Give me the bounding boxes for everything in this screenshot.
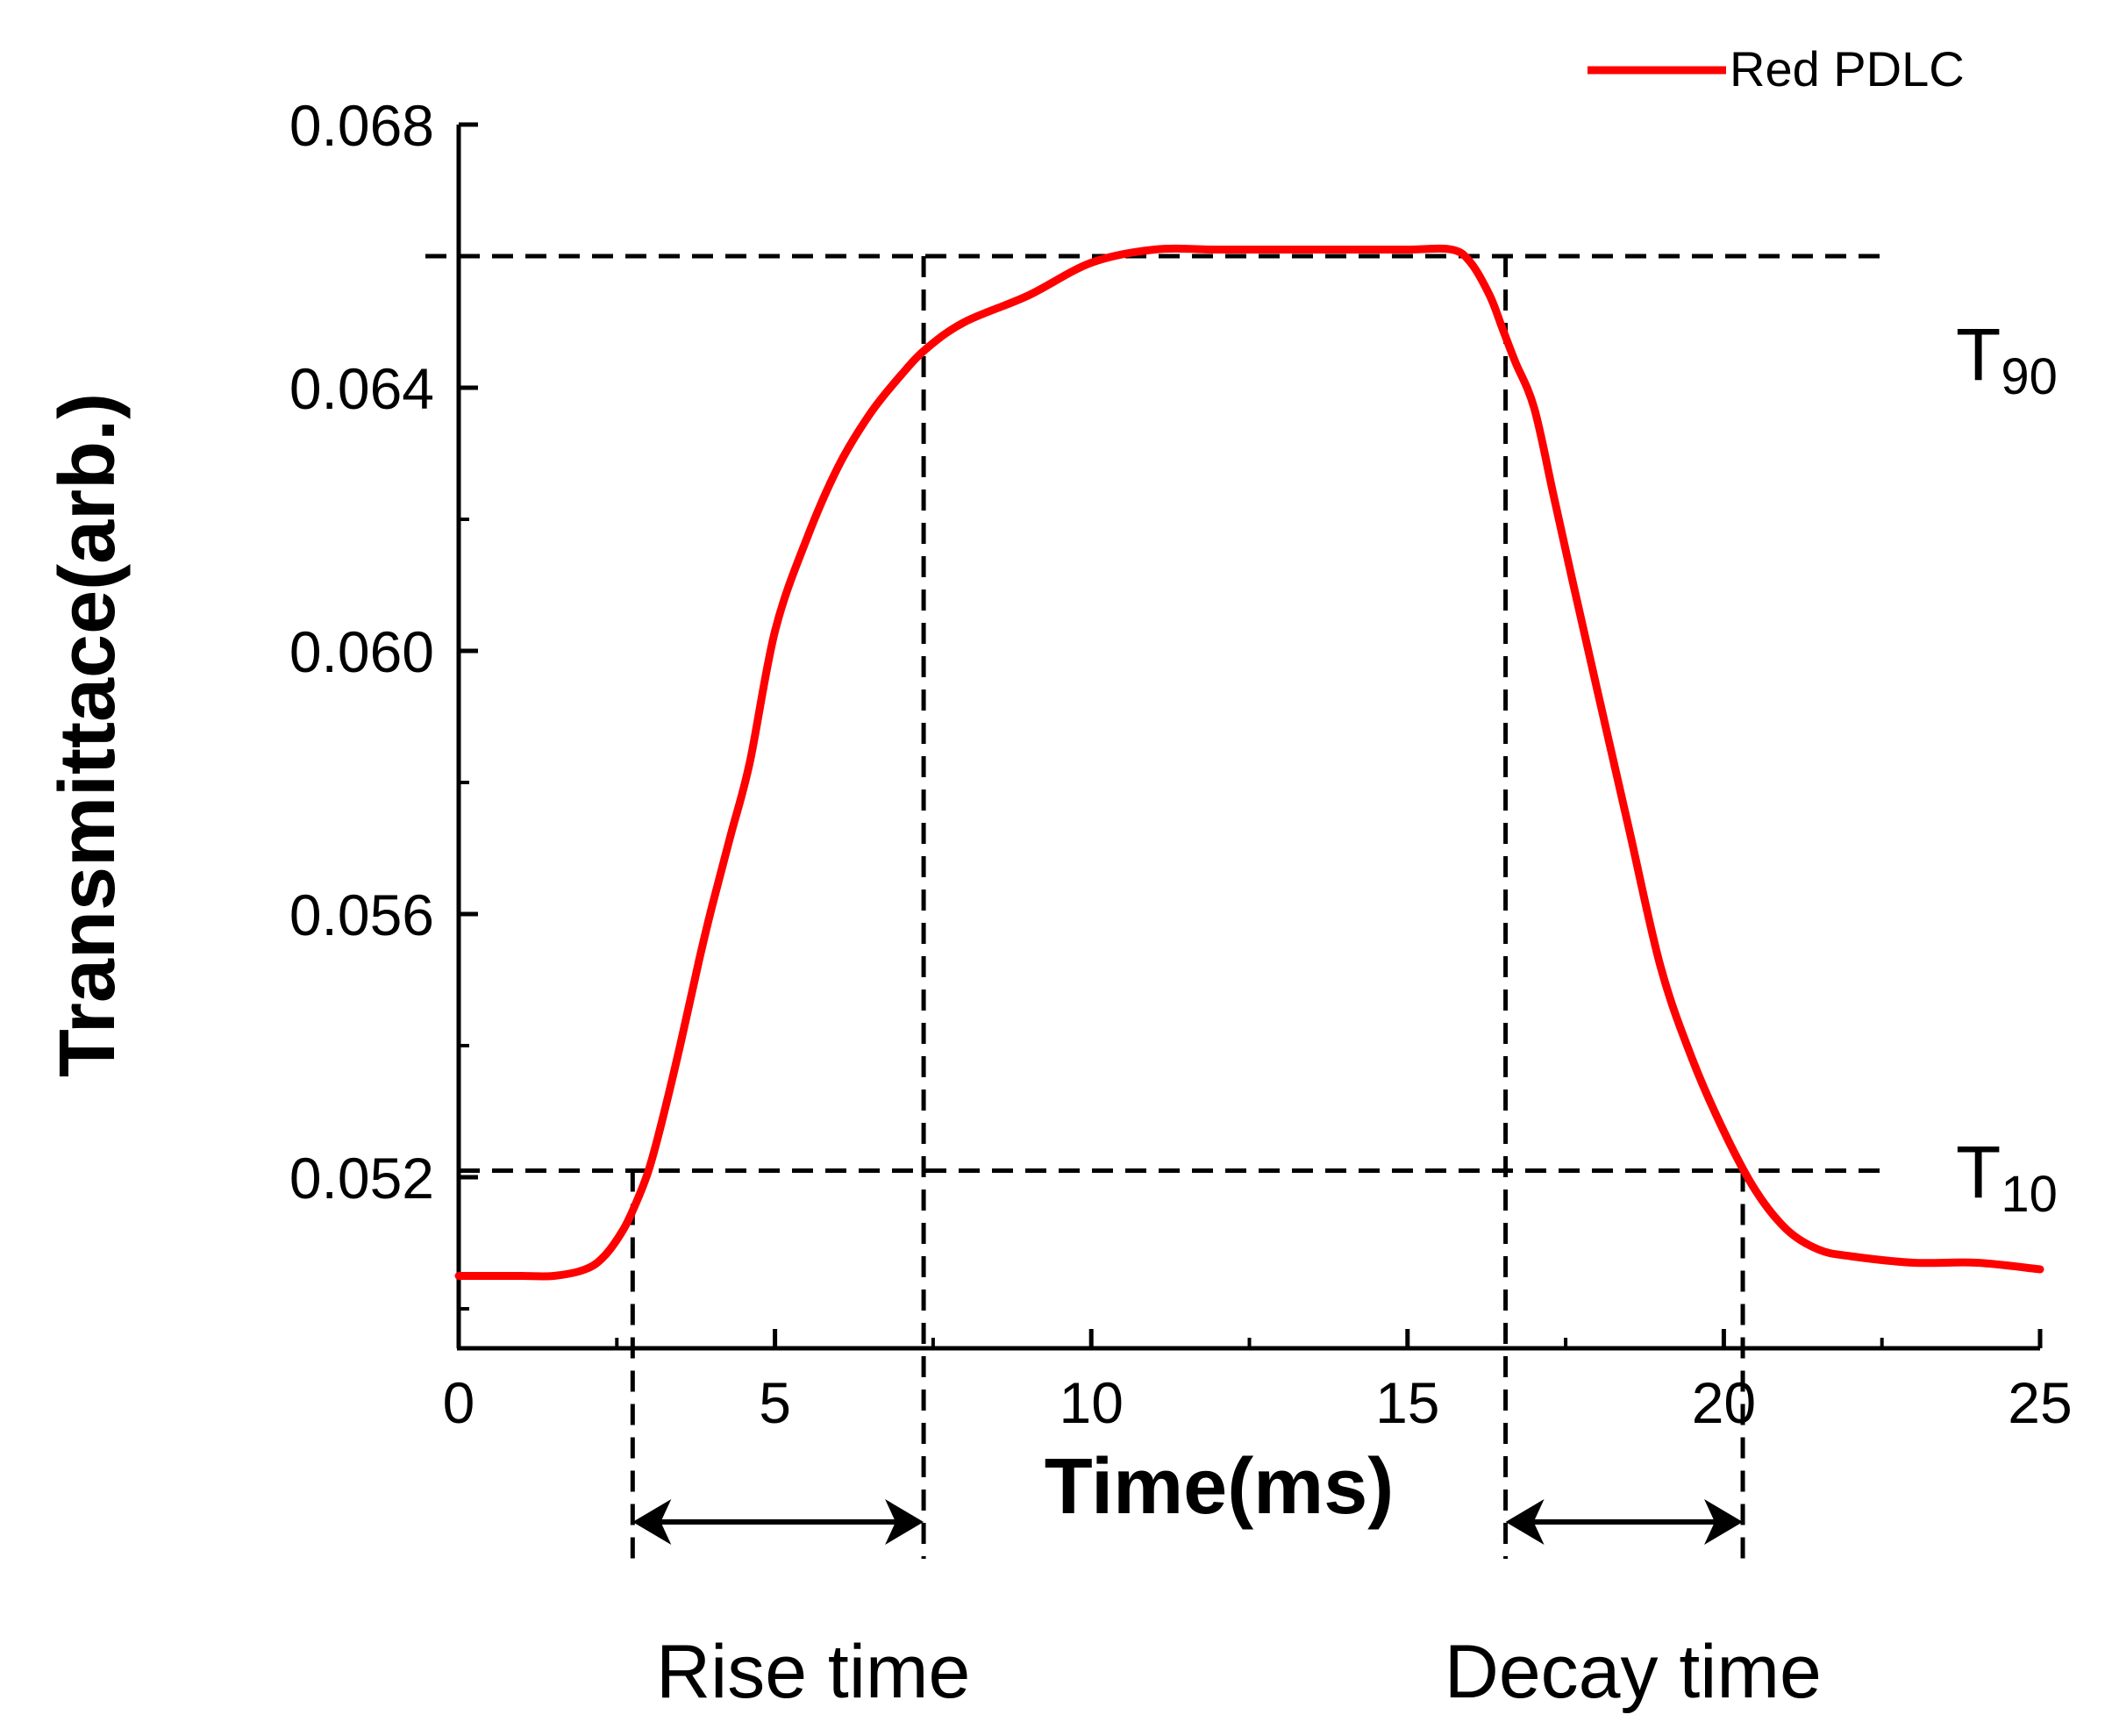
duration-arrows [632,1499,1744,1545]
t10-label-base: T [1956,1131,2001,1213]
t10-label: T10 [1956,1131,2058,1223]
x-tick-label: 0 [443,1370,475,1435]
x-tick-label: 15 [1375,1370,1439,1435]
legend: Red PDLC [1588,41,1965,96]
y-tick-label: 0.060 [289,619,434,684]
t90-label-subscript: 90 [2001,348,2058,405]
x-tick-label: 5 [759,1370,791,1435]
series-line-red-pdlc [454,244,2044,1281]
y-axis-ticks: 0.052 0.056 0.060 0.064 0.068 [289,93,478,1311]
y-tick-label: 0.052 [289,1146,434,1211]
t10-label-subscript: 10 [2001,1166,2058,1223]
decay-time-arrow-left-head [1505,1499,1545,1545]
legend-label-red-pdlc: Red PDLC [1730,41,1965,96]
decay-time-label: Decay time [1445,1630,1822,1714]
x-axis-title: Time(ms) [1045,1443,1394,1531]
x-tick-label: 10 [1059,1370,1123,1435]
rise-time-arrow-left-head [632,1499,672,1545]
rise-time-label: Rise time [656,1630,970,1714]
x-axis-ticks: 0 5 10 15 20 25 [443,1329,2073,1435]
y-tick-label: 0.064 [289,356,434,421]
rise-time-arrow-right-head [885,1499,924,1545]
reference-lines [425,254,1886,1559]
y-tick-label: 0.068 [289,93,434,158]
t90-label: T90 [1956,313,2058,405]
y-axis-title: Transmittace(arb.) [44,393,132,1077]
x-tick-label: 20 [1692,1370,1756,1435]
decay-time-arrow-right-head [1704,1499,1744,1545]
y-tick-label: 0.056 [289,882,434,947]
x-tick-label: 25 [2008,1370,2072,1435]
t90-label-base: T [1956,313,2001,396]
